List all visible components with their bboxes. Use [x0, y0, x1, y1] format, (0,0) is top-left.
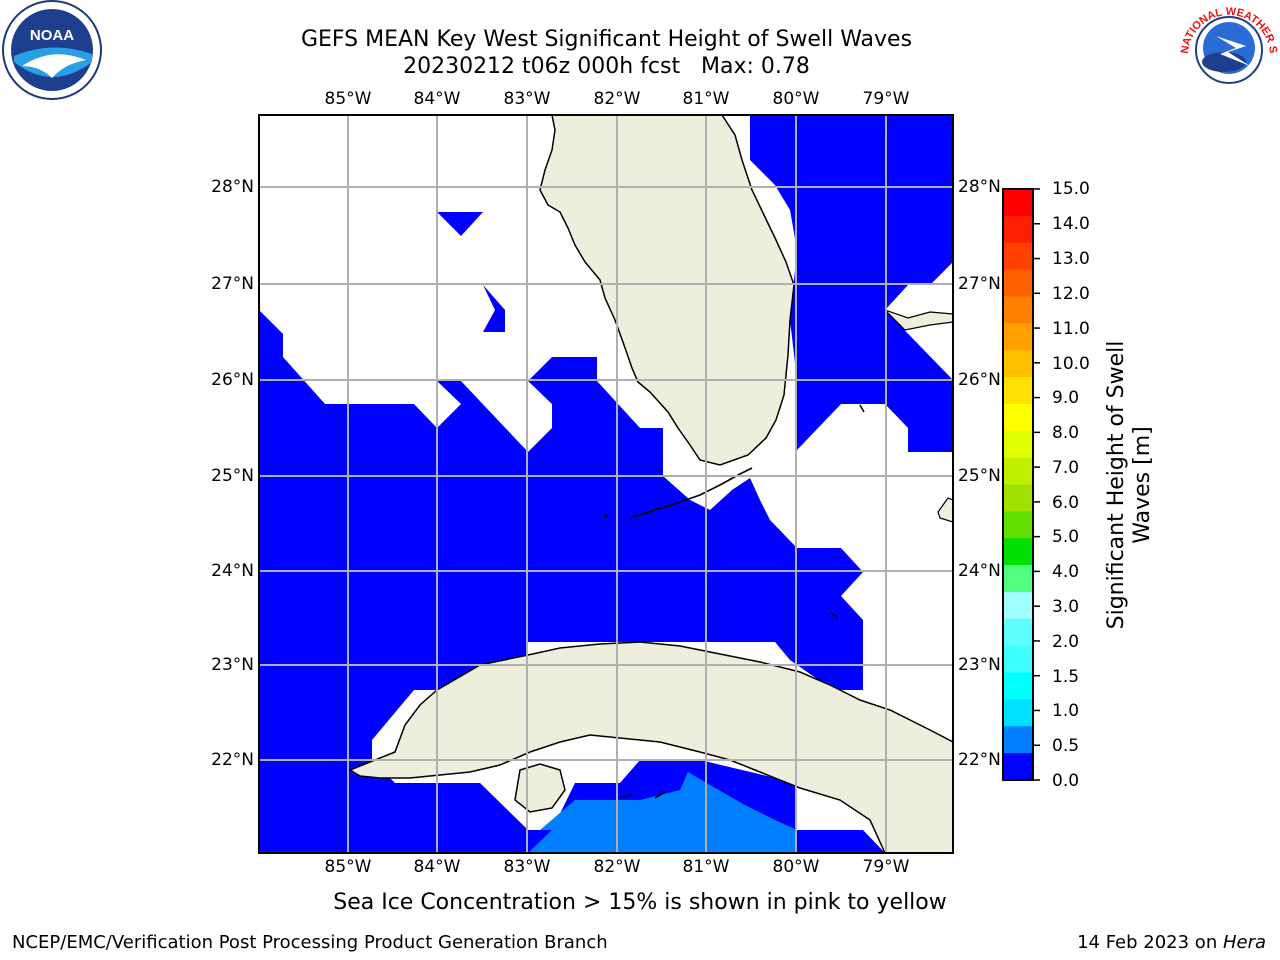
colorbar-segment [1003, 403, 1033, 432]
colorbar-segment [1003, 753, 1033, 781]
colorbar-tick-3: 3.0 [1052, 597, 1080, 617]
colorbar-tick-10: 10.0 [1052, 354, 1090, 374]
colorbar-tick-1: 1.0 [1052, 701, 1080, 721]
colorbar-segment [1003, 242, 1033, 271]
lat-label-left-22n: 22°N [211, 750, 254, 770]
footer-producer: NCEP/EMC/Verification Post Processing Pr… [12, 932, 608, 953]
colorbar-tick-11: 11.0 [1052, 319, 1090, 339]
land-bahamas-north [884, 309, 953, 331]
map-title-line2: 20230212 t06z 000h fcst Max: 0.78 [403, 54, 810, 79]
map-frame [258, 114, 954, 854]
colorbar-segment [1003, 699, 1033, 727]
lon-label-top-80w: 80°W [772, 89, 820, 109]
noaa-logo-text: NOAA [30, 27, 74, 44]
lon-label-top-85w: 85°W [324, 89, 372, 109]
land-cuba [348, 641, 953, 853]
colorbar-segment [1003, 350, 1033, 378]
colorbar-tick-12: 12.0 [1052, 284, 1090, 304]
sea-ice-note: Sea Ice Concentration > 15% is shown in … [333, 890, 947, 915]
colorbar-tick-2: 2.0 [1052, 632, 1080, 652]
lon-label-top-82w: 82°W [593, 89, 641, 109]
colorbar-segments [1003, 189, 1033, 781]
footer-date: 14 Feb 2023 on Hera [1077, 932, 1266, 953]
lat-label-left-24n: 24°N [211, 561, 254, 581]
colorbar-tick-6: 6.0 [1052, 493, 1080, 513]
lon-label-top-84w: 84°W [413, 89, 461, 109]
colorbar-segment [1003, 565, 1033, 593]
nws-logo: NATIONAL WEATHER SERVICE [1176, 0, 1279, 99]
colorbar-tick-0-5: 0.5 [1052, 736, 1080, 756]
lat-label-left-25n: 25°N [211, 466, 254, 486]
colorbar-segment [1003, 538, 1033, 566]
colorbar-segment [1003, 645, 1033, 674]
colorbar-tick-13: 13.0 [1052, 249, 1090, 269]
colorbar-segment [1003, 457, 1033, 486]
colorbar-tick-5: 5.0 [1052, 527, 1080, 547]
colorbar-tick-8: 8.0 [1052, 423, 1080, 443]
colorbar-tick-7: 7.0 [1052, 458, 1080, 478]
colorbar-label-line1: Significant Height of Swell [1104, 340, 1129, 630]
graticule [259, 115, 953, 853]
colorbar-segment [1003, 377, 1033, 405]
colorbar-tick-1-5: 1.5 [1052, 667, 1080, 687]
lat-label-right-27n: 27°N [958, 274, 1001, 294]
lon-label-bottom-84w: 84°W [413, 857, 461, 877]
lat-label-left-23n: 23°N [211, 655, 254, 675]
land-bahamas-andros [937, 497, 953, 523]
lon-label-top-81w: 81°W [682, 89, 730, 109]
lat-label-left-27n: 27°N [211, 274, 254, 294]
lon-label-top-83w: 83°W [503, 89, 551, 109]
lon-label-bottom-80w: 80°W [772, 857, 820, 877]
footer-host: Hera [1222, 932, 1266, 953]
colorbar-segment [1003, 215, 1033, 244]
colorbar-segment [1003, 269, 1033, 298]
florida-keys [629, 467, 753, 519]
footer-date-text: 14 Feb 2023 on [1077, 932, 1223, 953]
colorbar-tick-9: 9.0 [1052, 388, 1080, 408]
colorbar-tick-4: 4.0 [1052, 562, 1080, 582]
lat-label-right-23n: 23°N [958, 655, 1001, 675]
colorbar-segment [1003, 323, 1033, 351]
lon-label-bottom-81w: 81°W [682, 857, 730, 877]
noaa-logo: NOAA [2, 0, 102, 100]
colorbar-segment [1003, 511, 1033, 539]
colorbar-tick-14: 14.0 [1052, 214, 1090, 234]
map-title-line1: GEFS MEAN Key West Significant Height of… [300, 27, 913, 52]
colorbar-tick-0: 0.0 [1052, 771, 1080, 791]
lat-label-right-25n: 25°N [958, 466, 1001, 486]
colorbar-tick-15: 15.0 [1052, 179, 1090, 199]
land-florida [539, 115, 795, 466]
swell-area-0.5-1m [528, 772, 797, 853]
lat-label-left-28n: 28°N [211, 177, 254, 197]
colorbar-label-line2: Waves [m] [1130, 426, 1155, 544]
lat-label-right-24n: 24°N [958, 561, 1001, 581]
lon-label-bottom-85w: 85°W [324, 857, 372, 877]
lon-label-top-79w: 79°W [862, 89, 910, 109]
lat-label-right-22n: 22°N [958, 750, 1001, 770]
colorbar-segment [1003, 618, 1033, 647]
colorbar-segment [1003, 296, 1033, 324]
lon-label-bottom-82w: 82°W [593, 857, 641, 877]
lon-label-bottom-79w: 79°W [862, 857, 910, 877]
colorbar-segment [1003, 672, 1033, 701]
colorbar-segment [1003, 189, 1033, 217]
colorbar-segment [1003, 591, 1033, 620]
lat-label-right-26n: 26°N [958, 370, 1001, 390]
lon-label-bottom-83w: 83°W [503, 857, 551, 877]
colorbar-segment [1003, 726, 1033, 754]
lat-label-right-28n: 28°N [958, 177, 1001, 197]
colorbar-segment [1003, 484, 1033, 512]
colorbar-label: Significant Height of Swell Waves [m] [1104, 341, 1156, 630]
colorbar-segment [1003, 430, 1033, 459]
colorbar [1002, 188, 1040, 781]
lat-label-left-26n: 26°N [211, 370, 254, 390]
